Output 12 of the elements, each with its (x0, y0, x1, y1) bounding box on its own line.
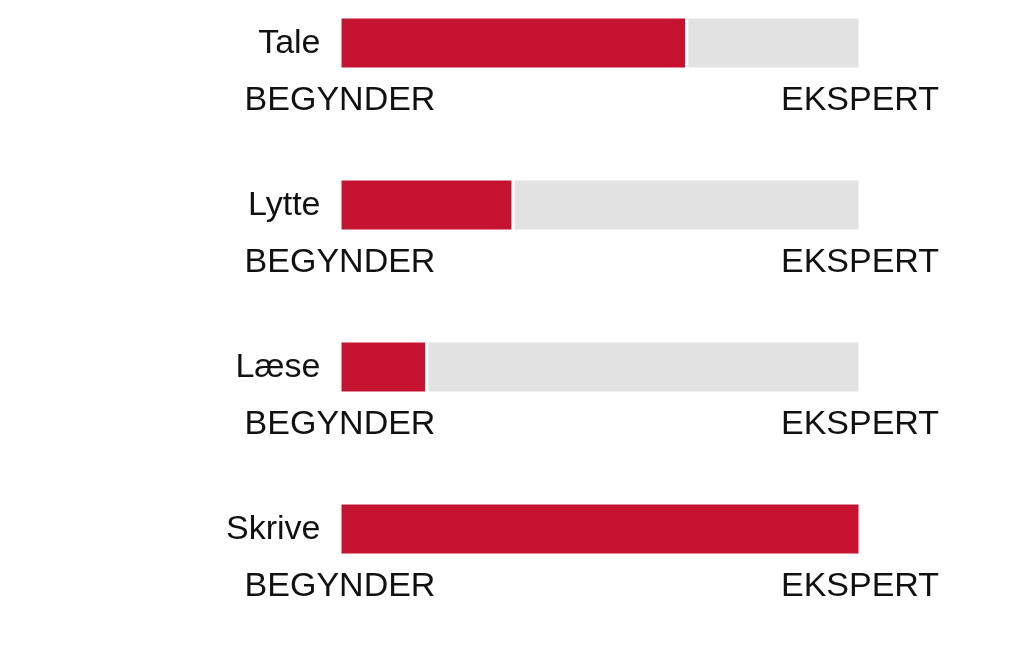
y-tick-label: Skrive (226, 508, 321, 546)
y-tick-label: Lytte (248, 184, 321, 222)
y-tick-label: Læse (235, 346, 321, 384)
annotation: EKSPERT (780, 565, 940, 603)
annotation: BEGYNDER (244, 79, 436, 117)
y-tick-label: Tale (258, 22, 321, 60)
annotation: BEGYNDER (244, 241, 436, 279)
annotation: BEGYNDER (244, 565, 436, 603)
annotation: EKSPERT (780, 79, 940, 117)
annotation: EKSPERT (780, 403, 940, 441)
annotation: BEGYNDER (244, 403, 436, 441)
annotation: EKSPERT (780, 241, 940, 279)
